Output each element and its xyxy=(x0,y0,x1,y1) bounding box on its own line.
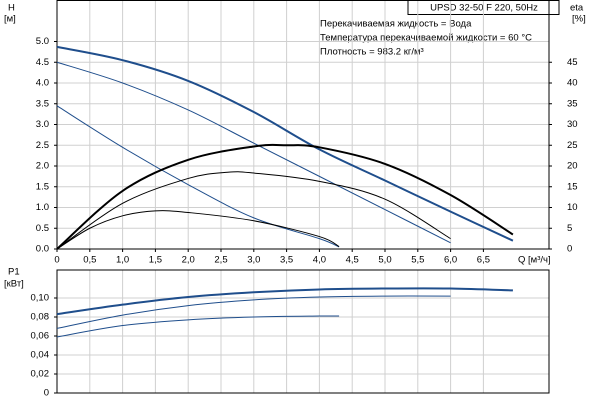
curve xyxy=(56,143,514,250)
curve xyxy=(56,171,451,250)
x-tick-label: 4,0 xyxy=(313,255,326,266)
curve xyxy=(56,315,340,338)
y2-tick-label: 10 xyxy=(567,202,578,213)
y-tick-label: 0,02 xyxy=(31,369,50,380)
y-tick-label: 1.5 xyxy=(36,181,49,192)
x-tick-label: 5,5 xyxy=(411,255,424,266)
y2-tick-label: 20 xyxy=(567,161,578,172)
chart-title: UPSD 32-50 F 220, 50Hz xyxy=(430,3,538,14)
curve xyxy=(56,210,340,250)
y-tick-label: 2.5 xyxy=(36,140,49,151)
x-tick-label: 5,0 xyxy=(378,255,391,266)
y-tick-label: 5.0 xyxy=(36,36,49,47)
y2-tick-label: 15 xyxy=(567,181,578,192)
curve xyxy=(56,287,513,316)
y-tick-label: 4.5 xyxy=(36,57,49,68)
plot-frame xyxy=(56,269,550,394)
y-tick-label: 1.0 xyxy=(36,202,49,213)
x-tick-label: 3,0 xyxy=(247,255,260,266)
y-tick-label: 3.5 xyxy=(36,98,49,109)
y-tick-label: 0 xyxy=(44,388,49,399)
x-tick-label: 6,0 xyxy=(444,255,457,266)
y2-label: eta xyxy=(570,3,584,14)
y2-tick-label: 35 xyxy=(567,98,578,109)
plot-frame xyxy=(56,0,550,250)
curve xyxy=(56,61,451,244)
y-unit: [кВт] xyxy=(4,279,24,290)
x-label: Q [м³/ч] xyxy=(518,255,551,266)
y-tick-label: 0.5 xyxy=(36,223,49,234)
y2-unit: [%] xyxy=(572,14,586,25)
x-tick-label: 4,5 xyxy=(346,255,359,266)
x-tick-label: 1,0 xyxy=(116,255,129,266)
curve xyxy=(56,105,340,248)
y-tick-label: 0.0 xyxy=(36,244,49,255)
y-tick-label: 4.0 xyxy=(36,78,49,89)
y-label: P1 xyxy=(8,267,20,278)
y-tick-label: 0,04 xyxy=(31,350,50,361)
y-tick-label: 3.0 xyxy=(36,119,49,130)
annotation: Плотность = 983.2 кг/м³ xyxy=(320,47,424,58)
x-tick-label: 1,5 xyxy=(149,255,162,266)
x-tick-label: 3,5 xyxy=(280,255,293,266)
y-tick-label: 0,10 xyxy=(31,293,50,304)
x-tick-label: 0 xyxy=(54,255,59,266)
curve xyxy=(56,45,514,242)
x-tick-label: 2,5 xyxy=(214,255,227,266)
curve xyxy=(56,295,451,329)
y2-tick-label: 5 xyxy=(567,223,572,234)
x-tick-label: 0,5 xyxy=(83,255,96,266)
y-tick-label: 0,08 xyxy=(31,312,50,323)
y-label: H xyxy=(8,3,15,14)
y-tick-label: 0,06 xyxy=(31,331,50,342)
y2-tick-label: 40 xyxy=(567,78,578,89)
y-unit: [м] xyxy=(4,14,16,25)
y-tick-label: 2.0 xyxy=(36,161,49,172)
y2-tick-label: 45 xyxy=(567,57,578,68)
y2-tick-label: 30 xyxy=(567,119,578,130)
x-tick-label: 2,0 xyxy=(182,255,195,266)
annotation: Перекачиваемая жидкость = Вода xyxy=(320,19,472,30)
annotation: Температура перекачиваемой жидкости = 60… xyxy=(320,33,532,44)
y2-tick-label: 0 xyxy=(567,244,572,255)
x-tick-label: 6,5 xyxy=(477,255,490,266)
y2-tick-label: 25 xyxy=(567,140,578,151)
